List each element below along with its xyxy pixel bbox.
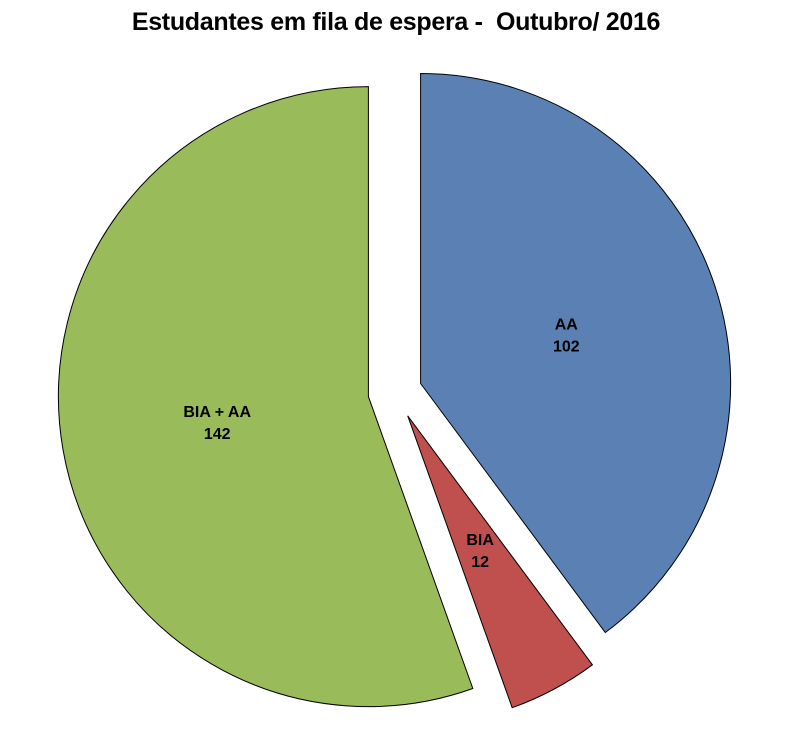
pie-slice-aa xyxy=(420,72,732,634)
slice-label-bia: BIA 12 xyxy=(466,532,494,571)
slice-label-aa: AA 102 xyxy=(553,316,580,355)
slice-label-bia-aa: BIA + AA 142 xyxy=(183,404,251,443)
pie-slice-bia-aa xyxy=(57,86,474,708)
pie-slice-bia xyxy=(407,415,594,709)
chart-title: Estudantes em fila de espera - Outubro/ … xyxy=(131,8,661,36)
